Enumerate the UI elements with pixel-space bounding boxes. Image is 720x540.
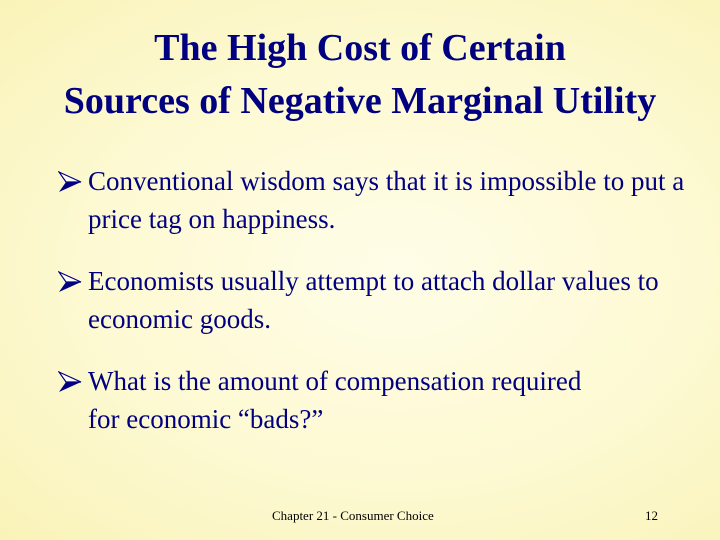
title-line-2: Sources of Negative Marginal Utility (63, 80, 657, 122)
arrow-bullet-icon (58, 171, 82, 192)
bullet-text: What is the amount of compensation requi… (88, 366, 582, 434)
footer-chapter: Chapter 21 - Consumer Choice (272, 508, 434, 523)
title-line-1: The High Cost of Certain (154, 27, 566, 69)
bullet-item: What is the amount of compensation requi… (58, 362, 598, 438)
bullet-text: Conventional wisdom says that it is impo… (88, 166, 685, 234)
arrow-bullet-icon (58, 271, 82, 292)
bullet-text: Economists usually attempt to attach dol… (88, 266, 659, 334)
bullet-item: Conventional wisdom says that it is impo… (58, 162, 698, 238)
bullet-list: Conventional wisdom says that it is impo… (58, 162, 698, 462)
arrow-bullet-icon (58, 371, 82, 392)
slide-number: 12 (645, 508, 658, 523)
bullet-item: Economists usually attempt to attach dol… (58, 262, 678, 338)
slide-title: The High Cost of Certain Sources of Nega… (0, 22, 720, 128)
